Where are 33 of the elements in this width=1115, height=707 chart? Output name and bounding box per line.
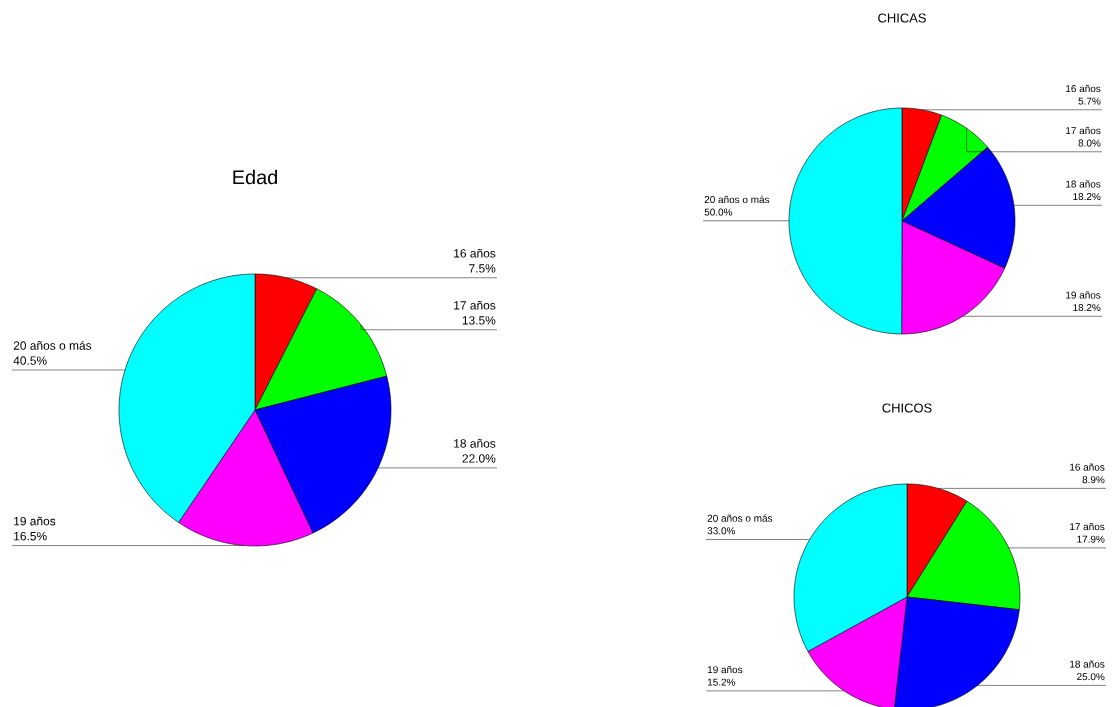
data-label: 7.5% xyxy=(469,264,496,273)
data-label: 15.2% xyxy=(707,678,736,686)
slice-label: 18 años xyxy=(1070,660,1105,668)
data-label: 25.0% xyxy=(1077,673,1105,681)
data-label: 8.0% xyxy=(1078,139,1101,147)
slice-label: 17 años xyxy=(454,300,496,310)
data-label: 40.5% xyxy=(13,356,47,365)
slice-label: 19 años xyxy=(1066,291,1101,299)
data-label: 50.0% xyxy=(704,208,733,216)
slice-label: 16 años xyxy=(454,248,496,258)
slice-label: 16 años xyxy=(1066,84,1101,93)
slice-label: 20 años o más xyxy=(704,195,770,204)
slice-label: 20 años o más xyxy=(13,340,92,350)
data-label: 33.0% xyxy=(707,527,736,535)
data-label: 8.9% xyxy=(1082,476,1105,484)
data-label: 18.2% xyxy=(1073,304,1101,312)
data-label: 16.5% xyxy=(14,531,47,541)
data-label: 5.7% xyxy=(1078,97,1101,105)
data-label: 13.5% xyxy=(462,316,496,325)
slice-label: 20 años o más xyxy=(707,514,773,522)
chart-title: CHICOS xyxy=(882,403,932,413)
slice-label: 19 años xyxy=(707,665,743,674)
data-label: 22.0% xyxy=(462,454,496,463)
data-label: 17.9% xyxy=(1077,535,1105,543)
data-label: 18.2% xyxy=(1073,193,1101,201)
slice-label: 19 años xyxy=(14,516,56,526)
chart-title: Edad xyxy=(233,169,277,185)
slice-label: 18 años xyxy=(454,439,496,448)
slice-label: 18 años xyxy=(1066,180,1101,188)
slice-label: 17 años xyxy=(1070,522,1105,531)
slice-label: 16 años xyxy=(1070,463,1105,471)
chart-title: CHICAS xyxy=(878,13,926,23)
slice-label: 17 años xyxy=(1066,126,1101,135)
